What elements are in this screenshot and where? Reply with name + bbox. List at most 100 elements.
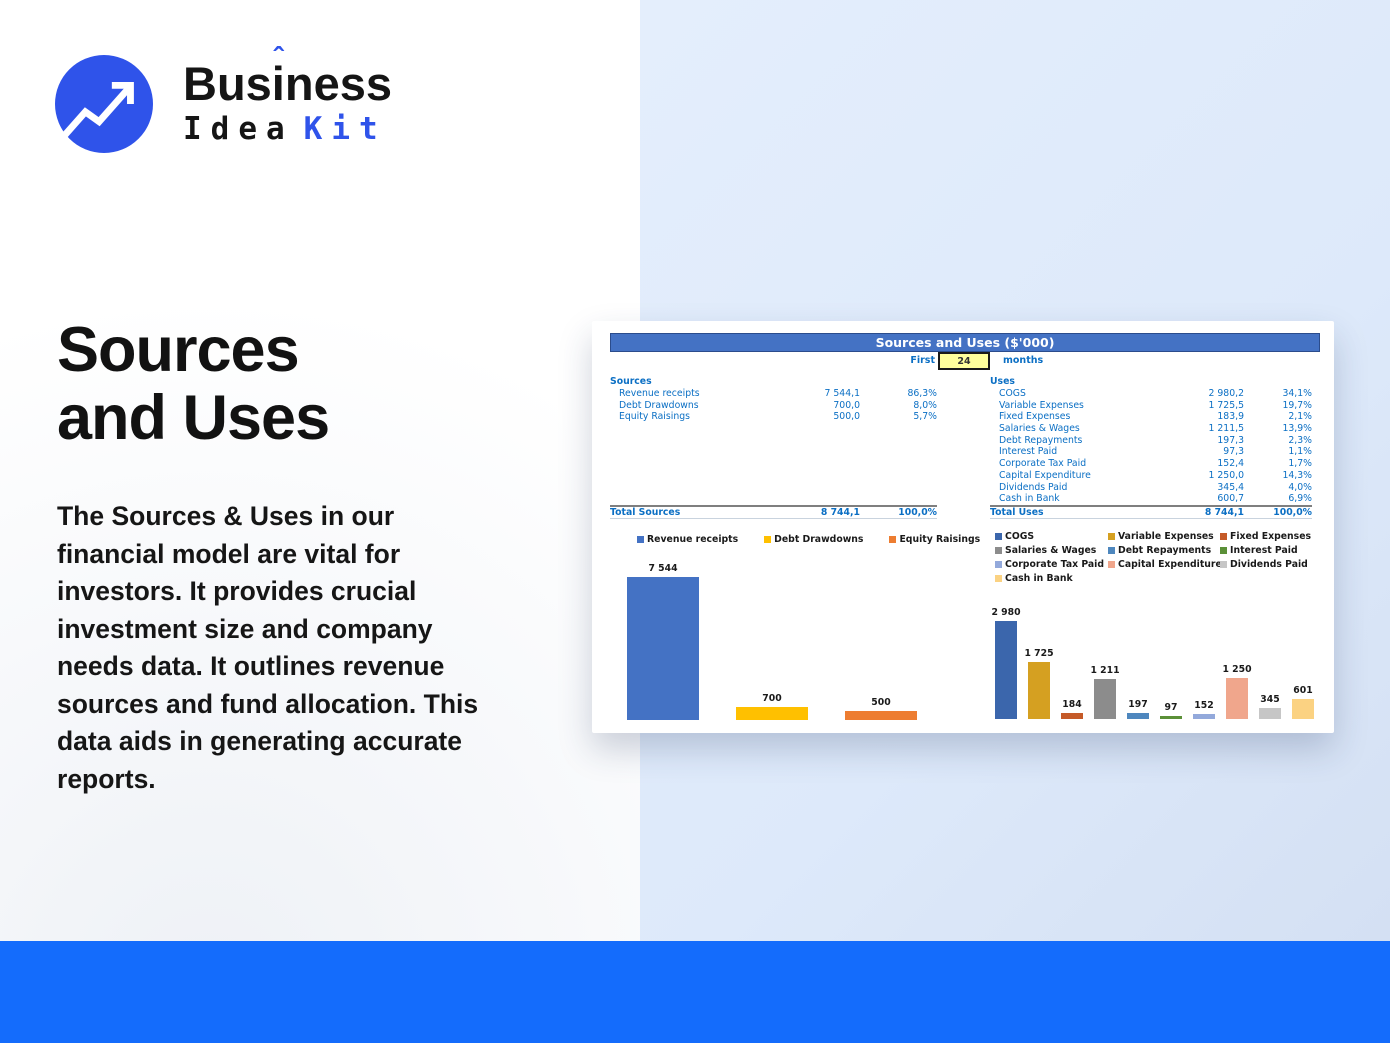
- legend-label: Salaries & Wages: [1005, 545, 1097, 556]
- bar-group: 345: [1259, 694, 1281, 719]
- row-value: 1 725,5: [1208, 399, 1245, 411]
- bar: [995, 621, 1017, 719]
- table-row: Debt Drawdowns 700,0 8,0%: [610, 400, 937, 412]
- bar-value-label: 601: [1293, 685, 1313, 696]
- row-pct: 8,0%: [913, 399, 937, 411]
- bar-group: 700: [736, 693, 808, 720]
- bar: [1160, 716, 1182, 719]
- row-value: 345,4: [1217, 481, 1244, 493]
- legend-marker-icon: [1108, 533, 1115, 540]
- bar: [1292, 699, 1314, 719]
- logo: Busi ˆ ness Idea Kit: [55, 42, 392, 153]
- row-label: Corporate Tax Paid: [999, 458, 1087, 470]
- bar-value-label: 700: [762, 693, 782, 704]
- bar-group: 97: [1160, 702, 1182, 719]
- bar: [1094, 679, 1116, 719]
- legend-marker-icon: [1108, 547, 1115, 554]
- sources-table: Sources Revenue receipts 7 544,1 86,3% Debt…: [610, 376, 937, 519]
- total-label: Total Uses: [990, 507, 1044, 518]
- table-row: Debt Repayments 197,3 2,3%: [990, 435, 1312, 447]
- legend-item: Corporate Tax Paid: [995, 559, 1108, 570]
- table-row: Equity Raisings 500,0 5,7%: [610, 411, 937, 423]
- bar-value-label: 97: [1164, 702, 1178, 713]
- row-value: 700,0: [833, 399, 860, 411]
- total-label: Total Sources: [610, 507, 681, 518]
- logo-word-idea-kit: Idea Kit: [183, 111, 387, 147]
- total-pct: 100,0%: [898, 507, 937, 518]
- bar-group: 1 725: [1024, 648, 1054, 719]
- legend-item: Equity Raisings: [889, 534, 980, 545]
- legend-item: Fixed Expenses: [1220, 531, 1315, 542]
- uses-header: Uses: [990, 376, 1015, 387]
- row-pct: 14,3%: [1282, 469, 1312, 481]
- row-pct: 34,1%: [1282, 388, 1312, 399]
- table-row: Revenue receipts 7 544,1 86,3%: [610, 388, 937, 400]
- sources-header: Sources: [610, 376, 652, 387]
- bar: [1127, 713, 1149, 719]
- row-value: 7 544,1: [824, 388, 861, 399]
- table-row: Corporate Tax Paid 152,4 1,7%: [990, 458, 1312, 470]
- table-row: COGS 2 980,2 34,1%: [990, 388, 1312, 400]
- bar-value-label: 2 980: [991, 607, 1021, 618]
- legend-item: Debt Drawdowns: [764, 534, 863, 545]
- row-pct: 13,9%: [1282, 423, 1312, 435]
- legend-label: COGS: [1005, 531, 1035, 542]
- period-suffix-label: months: [1003, 355, 1044, 366]
- bar: [1259, 708, 1281, 719]
- legend-label: Fixed Expenses: [1230, 531, 1312, 542]
- row-value: 152,4: [1217, 458, 1244, 470]
- bar: [1028, 662, 1050, 719]
- row-pct: 5,7%: [913, 411, 937, 423]
- page-description: The Sources & Uses in our financial mode…: [57, 501, 479, 794]
- bar-value-label: 345: [1260, 694, 1280, 705]
- row-label: Dividends Paid: [999, 481, 1068, 493]
- report-title-bar: Sources and Uses ($'000): [610, 333, 1320, 352]
- legend-item: Debt Repayments: [1108, 545, 1220, 556]
- bar: [736, 707, 808, 720]
- bar-group: 197: [1127, 699, 1149, 719]
- bar-group: 500: [845, 697, 917, 720]
- bar-group: 1 250: [1222, 664, 1252, 719]
- legend-marker-icon: [889, 536, 897, 543]
- table-row: Salaries & Wages 1 211,5 13,9%: [990, 423, 1312, 435]
- row-label: Salaries & Wages: [999, 423, 1080, 435]
- logo-text: Busi ˆ ness Idea Kit: [183, 42, 392, 148]
- bar: [1193, 714, 1215, 719]
- row-value: 1 250,0: [1208, 469, 1245, 481]
- uses-rows: COGS 2 980,2 34,1% Variable Expenses 1 725,5…: [990, 388, 1312, 505]
- row-pct: 1,7%: [1288, 458, 1312, 470]
- bar-value-label: 197: [1128, 699, 1148, 710]
- row-pct: 86,3%: [907, 388, 937, 399]
- legend-item: Cash in Bank: [995, 573, 1108, 584]
- row-value: 2 980,2: [1208, 388, 1245, 399]
- uses-chart-legend: COGS Variable Expenses Fixed Expenses Salar…: [995, 531, 1315, 584]
- row-value: 97,3: [1223, 446, 1244, 458]
- bar: [1061, 713, 1083, 719]
- period-prefix-label: First: [910, 355, 935, 366]
- legend-marker-icon: [1220, 547, 1227, 554]
- uses-bar-chart: 2 980 1 725 184 1 211 197 97 152 1 250 345 601: [991, 594, 1315, 719]
- bar-group: 7 544: [627, 563, 699, 720]
- row-label: Interest Paid: [999, 446, 1058, 458]
- legend-marker-icon: [1108, 561, 1115, 568]
- row-label: Debt Repayments: [999, 434, 1083, 446]
- legend-item: Salaries & Wages: [995, 545, 1108, 556]
- legend-item: Interest Paid: [1220, 545, 1315, 556]
- bar: [845, 711, 917, 720]
- accent-caret: ˆ: [273, 42, 284, 75]
- row-pct: 2,3%: [1288, 434, 1312, 446]
- bar-value-label: 500: [871, 697, 891, 708]
- bar: [627, 577, 699, 720]
- bar-value-label: 152: [1194, 700, 1214, 711]
- months-input-cell[interactable]: 24: [938, 352, 990, 370]
- bar-value-label: 1 725: [1024, 648, 1054, 659]
- legend-label: Revenue receipts: [647, 534, 739, 545]
- bar-value-label: 1 250: [1222, 664, 1252, 675]
- logo-word-business: Busi ˆ ness: [183, 42, 392, 110]
- legend-marker-icon: [995, 575, 1002, 582]
- legend-label: Corporate Tax Paid: [1005, 559, 1105, 570]
- legend-marker-icon: [764, 536, 772, 543]
- row-value: 197,3: [1217, 434, 1244, 446]
- row-label: Revenue receipts: [619, 388, 700, 399]
- row-label: Debt Drawdowns: [619, 399, 699, 411]
